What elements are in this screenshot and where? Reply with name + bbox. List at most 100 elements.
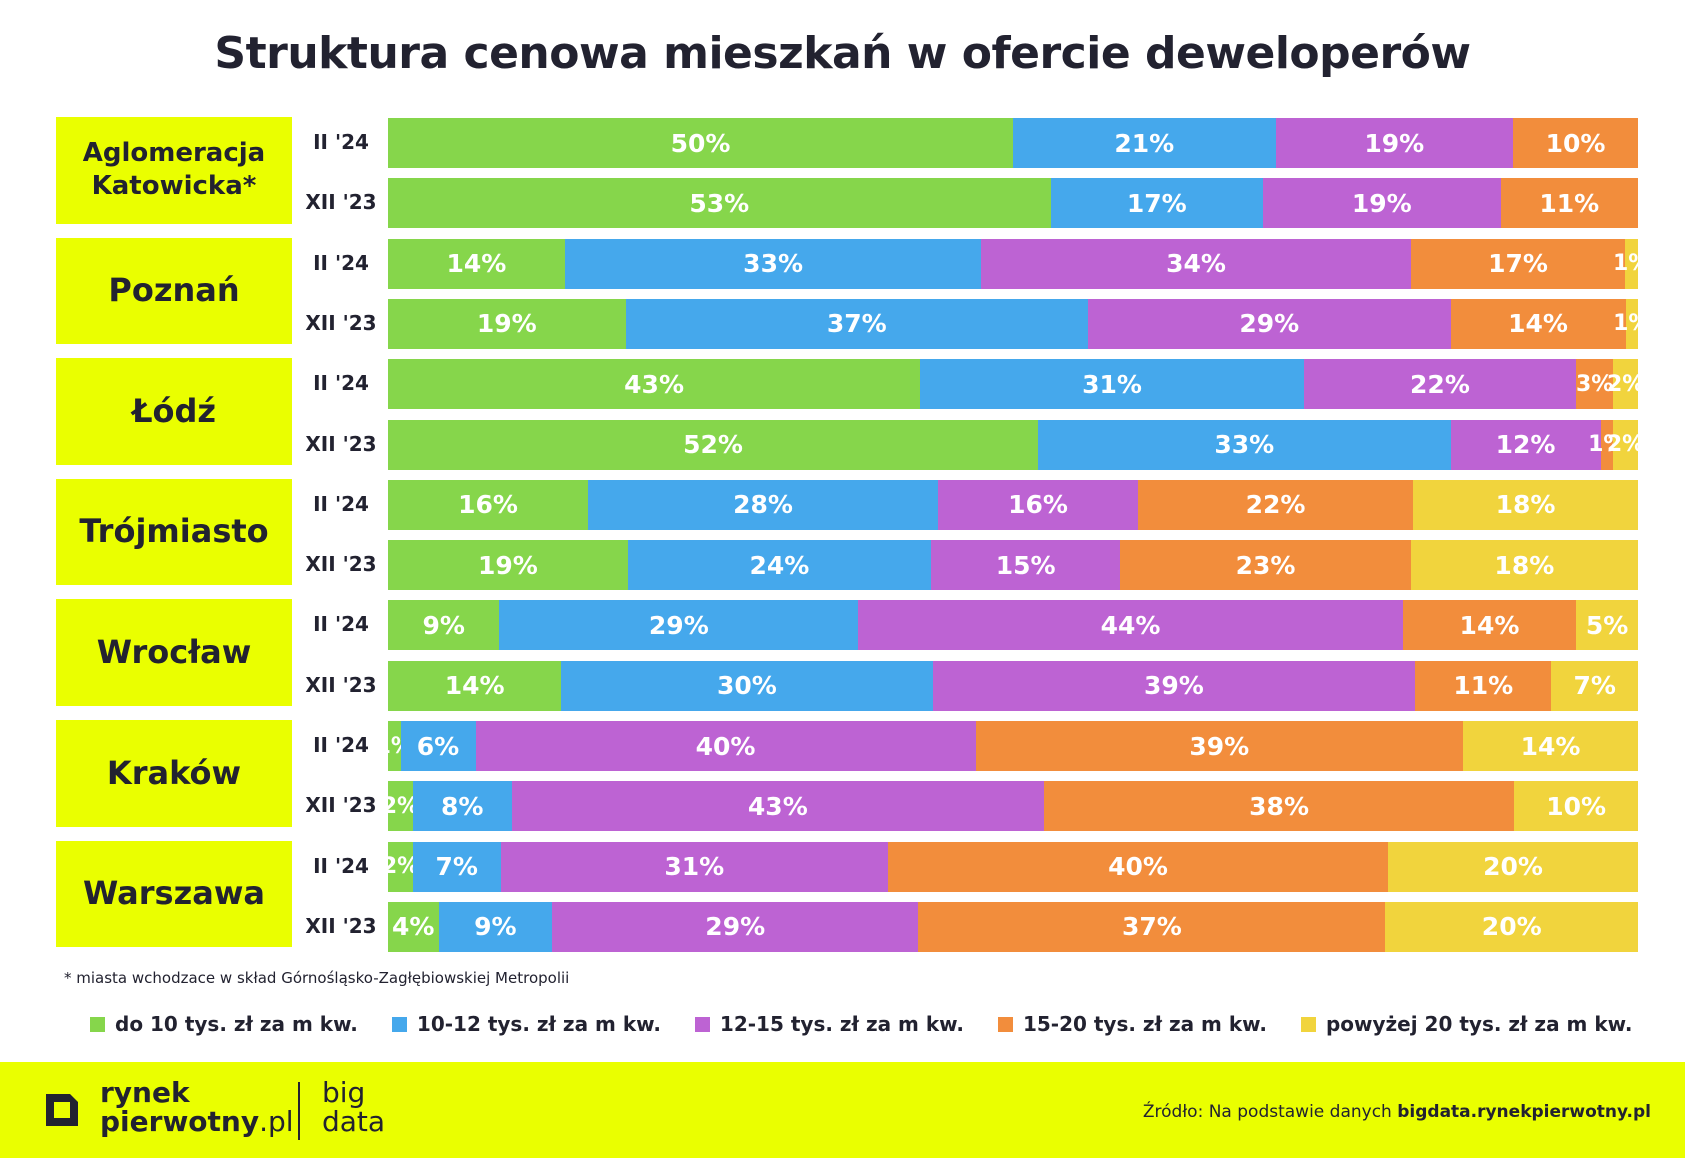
city-label-line: Łódź bbox=[131, 391, 217, 430]
period-label: II '24 bbox=[313, 612, 369, 637]
bar-segment: 21% bbox=[1013, 118, 1276, 168]
data-label: 10% bbox=[1545, 128, 1606, 158]
data-label: 33% bbox=[1214, 430, 1275, 459]
data-label: 50% bbox=[670, 128, 731, 158]
data-label: 2% bbox=[1606, 371, 1645, 397]
period-label: XII '23 bbox=[305, 190, 377, 215]
data-label: 1% bbox=[1613, 251, 1651, 277]
legend-swatch bbox=[694, 1016, 710, 1032]
bar-segment: 2% bbox=[382, 781, 419, 832]
bar-segment: 1% bbox=[1613, 238, 1650, 289]
footnote: * miasta wchodzace w skład Górnośląsko-Z… bbox=[64, 969, 570, 987]
logo-name: pierwotny bbox=[100, 1105, 260, 1138]
data-label: 14% bbox=[1459, 610, 1520, 640]
city-label-line: Trójmiasto bbox=[79, 512, 269, 551]
legend-label: do 10 tys. zł za m kw. bbox=[115, 1012, 358, 1036]
bar-segment: 1% bbox=[1613, 298, 1650, 349]
data-label: 2% bbox=[1606, 432, 1645, 457]
bar-segment: 43% bbox=[388, 359, 921, 410]
data-label: 9% bbox=[474, 912, 517, 942]
data-label: 17% bbox=[1488, 249, 1548, 279]
data-label: 5% bbox=[1585, 610, 1629, 640]
period-label: II '24 bbox=[313, 733, 369, 757]
city-label-box: Poznań bbox=[56, 237, 292, 345]
data-label: 22% bbox=[1245, 490, 1306, 520]
data-label: 43% bbox=[747, 791, 808, 821]
bar-segment: 19% bbox=[1263, 178, 1501, 229]
bar-segment: 34% bbox=[981, 238, 1411, 289]
data-label: 31% bbox=[664, 852, 725, 882]
bar-segment: 31% bbox=[920, 359, 1304, 410]
bar-segment: 14% bbox=[1450, 298, 1626, 349]
period-label: II '24 bbox=[313, 130, 369, 154]
data-label: 39% bbox=[1189, 731, 1250, 761]
data-label: 37% bbox=[1121, 912, 1182, 942]
bar-segment: 9% bbox=[388, 600, 500, 651]
data-label: 18% bbox=[1495, 490, 1556, 520]
bar-segment: 4% bbox=[388, 901, 439, 952]
bar-segment: 33% bbox=[564, 238, 982, 289]
data-label: 17% bbox=[1126, 188, 1187, 218]
city-label-box: Wrocław bbox=[56, 599, 292, 706]
bar-segment: 2% bbox=[1607, 419, 1644, 470]
bar-segment: 17% bbox=[1410, 238, 1626, 289]
bar-segment: 18% bbox=[1413, 479, 1638, 530]
data-label: 39% bbox=[1143, 671, 1204, 701]
bar-segment: 52% bbox=[388, 419, 1038, 470]
bar-segment: 53% bbox=[388, 178, 1051, 229]
data-label: 20% bbox=[1483, 852, 1543, 882]
legend-item-do-10: do 10 tys. zł za m kw. bbox=[90, 1012, 358, 1036]
data-label: 29% bbox=[705, 912, 766, 942]
data-label: 10% bbox=[1546, 791, 1607, 821]
data-label: 33% bbox=[743, 249, 804, 279]
city-label-line: Aglomeracja bbox=[82, 137, 266, 168]
data-label: 37% bbox=[826, 309, 887, 339]
data-label: 14% bbox=[1508, 309, 1568, 339]
legend-item-12-15: 12-15 tys. zł za m kw. bbox=[694, 1012, 964, 1036]
bar-segment: 44% bbox=[858, 600, 1403, 651]
bar-segment: 23% bbox=[1120, 540, 1411, 591]
period-label: II '24 bbox=[313, 853, 369, 878]
data-label: 2% bbox=[381, 854, 420, 880]
city-label-line: Warszawa bbox=[83, 874, 265, 913]
bar-segment: 29% bbox=[552, 901, 919, 952]
city-label-box: Warszawa bbox=[56, 840, 292, 948]
bar-segment: 3% bbox=[1576, 359, 1613, 410]
bar-segment: 14% bbox=[388, 660, 562, 711]
city-label-line: Kraków bbox=[106, 753, 242, 792]
source-note: Źródło: Na podstawie danych bigdata.ryne… bbox=[1143, 1102, 1651, 1122]
bar-segment: 22% bbox=[1303, 359, 1577, 410]
data-label: 18% bbox=[1494, 550, 1555, 580]
legend-item-15-20: 15-20 tys. zł za m kw. bbox=[997, 1012, 1267, 1036]
legend-label: 10-12 tys. zł za m kw. bbox=[416, 1012, 661, 1036]
bar-segment: 6% bbox=[400, 721, 476, 771]
data-label: 21% bbox=[1114, 128, 1175, 158]
legend-item-10-12: 10-12 tys. zł za m kw. bbox=[391, 1012, 661, 1036]
logo-suffix: .pl bbox=[259, 1105, 294, 1138]
city-label-box: Trójmiasto bbox=[56, 478, 292, 586]
logo-rynekpierwotny: rynek pierwotny.pl bbox=[100, 1078, 294, 1136]
bar-segment: 14% bbox=[388, 238, 565, 289]
data-label: 22% bbox=[1410, 369, 1470, 399]
data-label: 31% bbox=[1082, 369, 1142, 399]
footer-banner: rynek pierwotny.pl big data Źródło: Na p… bbox=[0, 1062, 1685, 1158]
period-label: II '24 bbox=[313, 491, 369, 516]
bar-segment: 11% bbox=[1415, 660, 1552, 711]
data-label: 11% bbox=[1539, 188, 1600, 218]
legend-swatch bbox=[90, 1016, 105, 1032]
bar-segment: 10% bbox=[1513, 118, 1638, 168]
legend-label: 12-15 tys. zł za m kw. bbox=[719, 1012, 964, 1036]
data-label: 6% bbox=[416, 731, 460, 761]
data-label: 40% bbox=[1108, 852, 1168, 882]
bar-segment: 12% bbox=[1450, 419, 1601, 470]
legend-label: powyżej 20 tys. zł za m kw. bbox=[1325, 1012, 1633, 1036]
bar-segment: 16% bbox=[388, 479, 588, 530]
period-label: XII '23 bbox=[305, 552, 377, 577]
data-label: 16% bbox=[1008, 490, 1068, 520]
data-label: 1% bbox=[1613, 311, 1651, 337]
bar-segment: 8% bbox=[412, 781, 512, 832]
period-label: II '24 bbox=[313, 250, 369, 275]
bar-segment: 24% bbox=[627, 540, 931, 591]
bar-segment: 20% bbox=[1388, 841, 1638, 892]
bar-segment: 2% bbox=[382, 841, 419, 892]
